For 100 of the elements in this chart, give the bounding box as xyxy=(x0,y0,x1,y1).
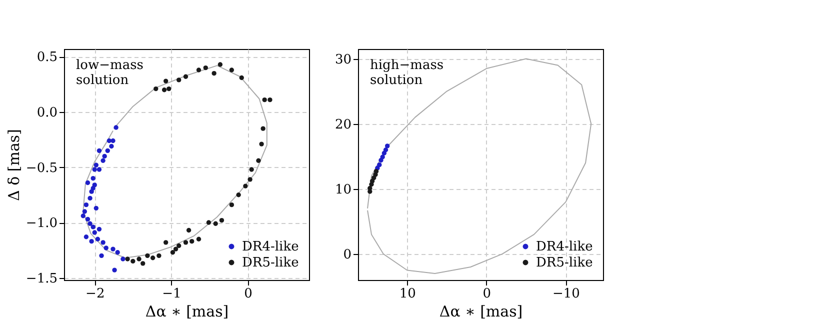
point xyxy=(125,256,130,262)
point xyxy=(163,78,168,84)
point xyxy=(80,214,86,218)
point xyxy=(218,62,223,67)
point xyxy=(84,202,89,208)
x-axis-title: Δα ∗ [mas] xyxy=(145,302,229,320)
y-axis-title: Δ δ [mas] xyxy=(4,129,23,201)
point xyxy=(163,240,168,245)
point xyxy=(213,221,218,226)
x-tick-label: 0 xyxy=(244,286,252,302)
point xyxy=(145,253,150,258)
point xyxy=(243,184,248,188)
point xyxy=(173,246,178,252)
point xyxy=(176,78,182,82)
point xyxy=(95,236,100,242)
point xyxy=(183,240,188,245)
point xyxy=(239,75,244,80)
point xyxy=(136,256,142,262)
point xyxy=(154,86,158,92)
point xyxy=(156,253,162,258)
point xyxy=(150,256,156,260)
legend-label: DR4-like xyxy=(536,240,594,254)
x-tick-label: −10 xyxy=(552,286,580,302)
annotation: high−mass solution xyxy=(370,58,444,88)
point xyxy=(382,150,387,156)
point xyxy=(130,258,136,264)
point xyxy=(229,202,234,208)
line-series xyxy=(367,58,592,274)
point xyxy=(268,98,272,102)
point xyxy=(262,98,267,102)
point xyxy=(256,158,261,163)
point xyxy=(82,209,88,214)
point xyxy=(85,216,90,222)
point xyxy=(90,224,96,230)
point xyxy=(186,228,192,233)
y-tick-label: 30 xyxy=(334,52,352,68)
point xyxy=(88,196,92,201)
point xyxy=(115,250,120,255)
point xyxy=(219,218,224,223)
x-tick-label: 0 xyxy=(482,286,492,302)
point xyxy=(102,154,107,159)
point xyxy=(260,126,266,131)
point xyxy=(259,142,264,146)
point xyxy=(88,221,92,226)
point xyxy=(84,234,89,240)
point xyxy=(104,246,108,250)
point xyxy=(90,176,96,181)
point xyxy=(92,167,97,172)
point xyxy=(90,186,96,191)
y-tick-label: −0.5 xyxy=(26,160,58,176)
point xyxy=(100,158,106,163)
point xyxy=(110,246,116,252)
legend-label: DR5-like xyxy=(242,256,300,270)
point xyxy=(112,268,117,272)
point xyxy=(140,261,146,266)
point xyxy=(96,167,102,172)
point xyxy=(378,158,384,163)
point xyxy=(106,138,112,144)
point xyxy=(249,167,254,172)
x-axis-title: Δα ∗ [mas] xyxy=(439,302,523,320)
point xyxy=(105,148,110,154)
point xyxy=(196,68,202,72)
point xyxy=(85,180,90,186)
point xyxy=(203,65,208,70)
point xyxy=(183,74,188,79)
point xyxy=(109,144,114,149)
point xyxy=(120,256,126,262)
y-tick-label: 0.5 xyxy=(36,50,58,66)
point xyxy=(170,250,176,255)
point xyxy=(162,88,167,92)
point xyxy=(114,125,118,130)
legend-label: DR5-like xyxy=(536,256,594,270)
point xyxy=(96,148,102,154)
point xyxy=(384,144,390,148)
point xyxy=(99,253,104,258)
y-tick-label: −1.5 xyxy=(26,271,58,286)
point xyxy=(229,68,234,72)
point xyxy=(92,230,97,235)
point xyxy=(206,220,212,225)
x-tick-label: −1 xyxy=(162,286,182,302)
y-tick-label: 10 xyxy=(334,182,352,198)
annotation: low−mass solution xyxy=(76,58,144,88)
point xyxy=(100,240,106,245)
point xyxy=(96,226,102,232)
y-tick-label: 0 xyxy=(343,247,352,262)
point xyxy=(248,177,252,182)
y-tick-label: 20 xyxy=(334,117,352,132)
point xyxy=(176,243,182,248)
point xyxy=(89,238,94,244)
point xyxy=(94,206,98,210)
point xyxy=(369,182,374,187)
point xyxy=(212,70,216,76)
y-tick-label: 0.0 xyxy=(36,106,58,120)
y-tick-label: −1.0 xyxy=(26,216,58,232)
point xyxy=(368,189,372,194)
point xyxy=(196,236,202,242)
x-tick-label: −2 xyxy=(86,286,105,302)
legend-label: DR4-like xyxy=(242,240,300,254)
point xyxy=(166,86,172,92)
point xyxy=(190,238,194,244)
